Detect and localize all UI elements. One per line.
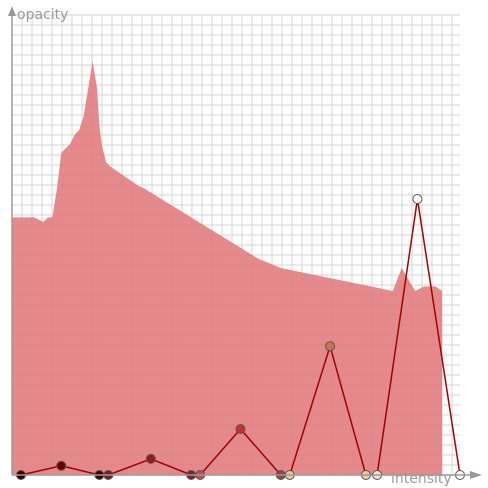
y-axis-label: opacity bbox=[17, 7, 69, 23]
axes bbox=[8, 6, 482, 479]
y-axis-arrow-icon bbox=[8, 6, 16, 16]
x-axis-label: intensity bbox=[391, 471, 452, 487]
control-point[interactable] bbox=[235, 424, 246, 434]
histogram-area bbox=[12, 61, 443, 475]
control-point[interactable] bbox=[145, 453, 156, 464]
control-point[interactable] bbox=[412, 194, 423, 204]
x-axis-arrow-icon bbox=[470, 471, 482, 479]
control-point[interactable] bbox=[325, 341, 336, 352]
control-point[interactable] bbox=[56, 460, 67, 471]
